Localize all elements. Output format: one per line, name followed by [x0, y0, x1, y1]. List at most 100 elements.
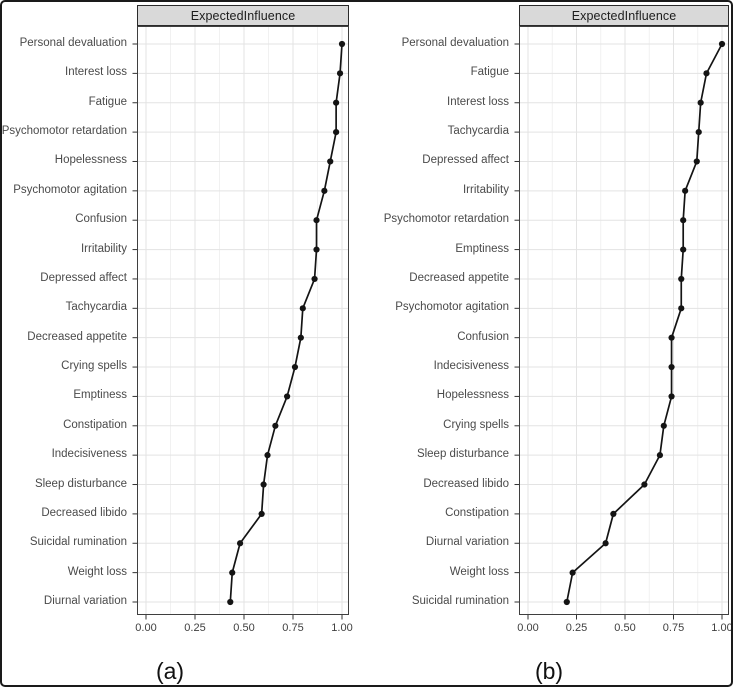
x-axis-tick-label: 0.50: [233, 622, 255, 634]
data-point: [299, 305, 306, 312]
y-axis-label: Depressed affect: [422, 154, 509, 167]
data-point: [258, 510, 265, 517]
y-axis-label: Irritability: [462, 183, 509, 196]
data-point: [333, 129, 340, 136]
y-axis-label: Depressed affect: [40, 271, 127, 284]
x-axis-tick-label: 0.00: [135, 622, 157, 634]
y-axis-label: Sleep disturbance: [34, 477, 127, 490]
data-point: [697, 99, 704, 106]
y-axis-label: Sleep disturbance: [416, 448, 509, 461]
data-point: [680, 246, 687, 253]
y-axis-label: Psychomotor retardation: [383, 213, 509, 226]
y-axis-label: Interest loss: [447, 95, 509, 108]
y-axis-label: Constipation: [445, 506, 509, 519]
x-axis-tick-label: 0.75: [282, 622, 304, 634]
data-point: [311, 275, 318, 283]
data-point: [569, 569, 576, 576]
y-axis-label: Diurnal variation: [43, 595, 127, 607]
facet-strip-label: ExpectedInfluence: [190, 8, 296, 23]
x-axis-tick-label: 0.25: [184, 622, 206, 634]
panel-border: [519, 26, 729, 615]
y-axis-label: Psychomotor agitation: [395, 301, 509, 314]
panel-plot-svg: [514, 26, 729, 620]
data-point: [313, 217, 320, 224]
data-point: [680, 217, 687, 224]
panel-border: [137, 26, 349, 615]
y-axis-label: Emptiness: [73, 389, 127, 402]
y-axis-label: Suicidal rumination: [29, 536, 127, 549]
y-axis-label: Confusion: [457, 330, 509, 343]
y-axis-label: Diurnal variation: [425, 536, 509, 549]
y-axis-label: Decreased appetite: [27, 330, 127, 343]
data-point: [260, 481, 267, 488]
data-point: [236, 540, 244, 547]
y-axis-label: Psychomotor agitation: [13, 183, 127, 196]
data-point: [284, 393, 291, 400]
panel-background: [137, 26, 349, 615]
data-point: [291, 363, 299, 371]
facet-strip-a: ExpectedInfluence: [137, 5, 349, 26]
data-point: [336, 70, 344, 77]
y-axis-label: Decreased libido: [423, 477, 509, 490]
data-point: [563, 598, 570, 606]
x-axis-tick-label: 0.75: [662, 622, 685, 634]
x-axis-tick-label: 1.00: [331, 622, 353, 634]
data-point: [313, 246, 320, 253]
data-point: [656, 452, 664, 459]
data-point: [641, 481, 648, 488]
data-point: [668, 363, 675, 371]
y-axis-label: Personal devaluation: [19, 37, 127, 49]
data-point: [682, 187, 689, 194]
y-axis-label: Suicidal rumination: [411, 595, 509, 607]
data-point: [338, 40, 346, 48]
data-point: [333, 99, 340, 106]
data-point: [610, 510, 617, 517]
data-point: [678, 305, 685, 312]
y-axis-label: Decreased libido: [41, 506, 127, 519]
y-axis-label: Psychomotor retardation: [1, 125, 127, 138]
y-axis-label: Irritability: [80, 242, 127, 255]
panel-plot-svg: [132, 26, 349, 620]
data-line: [565, 43, 723, 603]
y-axis-label: Personal devaluation: [401, 37, 509, 49]
facet-strip-label: ExpectedInfluence: [571, 8, 677, 23]
data-point: [602, 540, 609, 547]
subfigure-caption-b: (b): [534, 658, 564, 684]
data-point: [264, 452, 271, 459]
y-axis-label: Hopelessness: [54, 154, 127, 167]
data-point: [272, 422, 279, 429]
data-point: [321, 187, 328, 194]
data-line: [229, 43, 343, 603]
data-point: [678, 275, 685, 283]
y-axis-label: Confusion: [75, 213, 127, 226]
y-axis-label: Hopelessness: [436, 389, 509, 402]
y-axis-label: Tachycardia: [65, 301, 127, 314]
panel-background: [519, 26, 729, 615]
y-axis-label: Fatigue: [470, 66, 509, 79]
y-axis-label: Fatigue: [88, 95, 127, 108]
subfigure-caption-a: (a): [155, 658, 185, 684]
facet-strip-b: ExpectedInfluence: [519, 5, 729, 26]
y-axis-label: Decreased appetite: [409, 271, 509, 284]
y-axis-label: Interest loss: [65, 66, 127, 79]
data-point: [297, 334, 304, 341]
x-axis-tick-label: 0.25: [565, 622, 588, 634]
data-point: [327, 158, 334, 165]
y-axis-label: Weight loss: [449, 565, 509, 578]
data-point: [660, 422, 667, 429]
y-axis-label: Constipation: [63, 418, 127, 431]
data-point: [703, 70, 710, 77]
x-axis-tick-label: 0.00: [517, 622, 539, 634]
data-point: [229, 569, 236, 576]
y-axis-label: Crying spells: [443, 418, 509, 431]
y-axis-label: Indecisiveness: [433, 360, 509, 373]
y-axis-label: Emptiness: [455, 242, 509, 255]
y-axis-label: Crying spells: [61, 360, 127, 373]
x-axis-tick-label: 0.50: [614, 622, 636, 634]
y-axis-label: Indecisiveness: [51, 448, 127, 461]
data-point: [668, 393, 675, 400]
data-point: [695, 129, 702, 136]
y-axis-label: Weight loss: [67, 565, 127, 578]
data-point: [718, 40, 726, 48]
